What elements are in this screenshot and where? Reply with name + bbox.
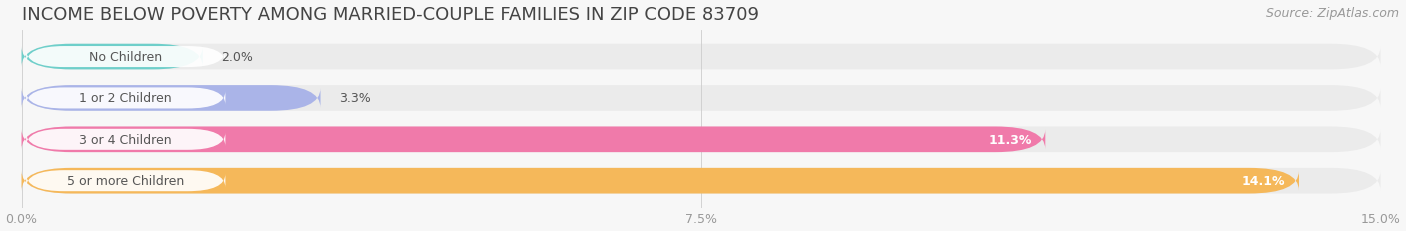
FancyBboxPatch shape [21,45,1381,70]
FancyBboxPatch shape [21,168,1299,194]
Text: 1 or 2 Children: 1 or 2 Children [79,92,172,105]
Text: 3 or 4 Children: 3 or 4 Children [79,133,172,146]
FancyBboxPatch shape [21,86,321,111]
Text: Source: ZipAtlas.com: Source: ZipAtlas.com [1265,7,1399,20]
Text: 14.1%: 14.1% [1241,174,1285,187]
Text: 5 or more Children: 5 or more Children [67,174,184,187]
Text: No Children: No Children [89,51,162,64]
FancyBboxPatch shape [21,45,202,70]
Text: 11.3%: 11.3% [988,133,1032,146]
Text: 3.3%: 3.3% [339,92,370,105]
FancyBboxPatch shape [27,88,225,109]
FancyBboxPatch shape [27,170,225,191]
FancyBboxPatch shape [21,127,1045,152]
FancyBboxPatch shape [27,47,225,68]
FancyBboxPatch shape [27,129,225,150]
FancyBboxPatch shape [21,168,1381,194]
FancyBboxPatch shape [21,127,1381,152]
FancyBboxPatch shape [21,86,1381,111]
Text: INCOME BELOW POVERTY AMONG MARRIED-COUPLE FAMILIES IN ZIP CODE 83709: INCOME BELOW POVERTY AMONG MARRIED-COUPL… [21,6,759,24]
Text: 2.0%: 2.0% [221,51,253,64]
